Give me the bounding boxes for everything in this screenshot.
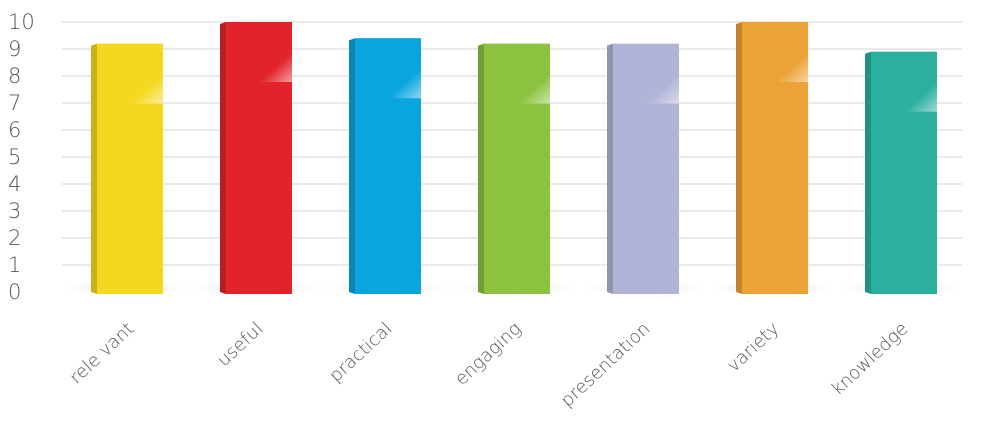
y-tick-label: 1	[8, 253, 21, 277]
bar-highlight	[226, 22, 292, 82]
y-axis-ticks: 0 1 2 3 4 5 6 7 8 9 10	[8, 10, 35, 304]
y-tick-label: 10	[8, 10, 35, 34]
bar-highlight	[742, 22, 808, 82]
y-tick-label: 9	[8, 37, 21, 61]
x-category-label: presentation	[557, 318, 655, 411]
y-tick-label: 2	[8, 226, 21, 250]
x-category-label: practical	[325, 318, 396, 386]
bar-side	[865, 51, 871, 295]
x-category-label: engaging	[451, 318, 526, 390]
x-category-label: useful	[213, 318, 267, 371]
bar-highlight	[484, 43, 550, 104]
bar-highlight	[871, 51, 937, 112]
bar-side	[736, 22, 742, 294]
y-tick-label: 5	[8, 145, 21, 169]
bar-side	[349, 38, 355, 295]
bars	[58, 22, 970, 297]
bar-side	[478, 43, 484, 294]
y-tick-label: 8	[8, 64, 21, 88]
bar-highlight	[97, 43, 163, 104]
x-category-label: rele vant	[66, 318, 139, 388]
x-category-label: variety	[723, 318, 783, 376]
x-axis-labels: rele vant useful practical engaging presenta…	[66, 318, 913, 411]
y-tick-label: 6	[8, 118, 21, 142]
bar-side	[607, 43, 613, 294]
y-tick-label: 3	[8, 199, 21, 223]
bar-highlight	[355, 38, 421, 99]
y-tick-label: 0	[8, 280, 21, 304]
y-tick-label: 7	[8, 91, 21, 115]
bar-side	[91, 43, 97, 294]
y-tick-label: 4	[8, 172, 21, 196]
bar-highlight	[613, 43, 679, 104]
x-category-label: knowledge	[827, 318, 912, 399]
bar-side	[220, 22, 226, 294]
